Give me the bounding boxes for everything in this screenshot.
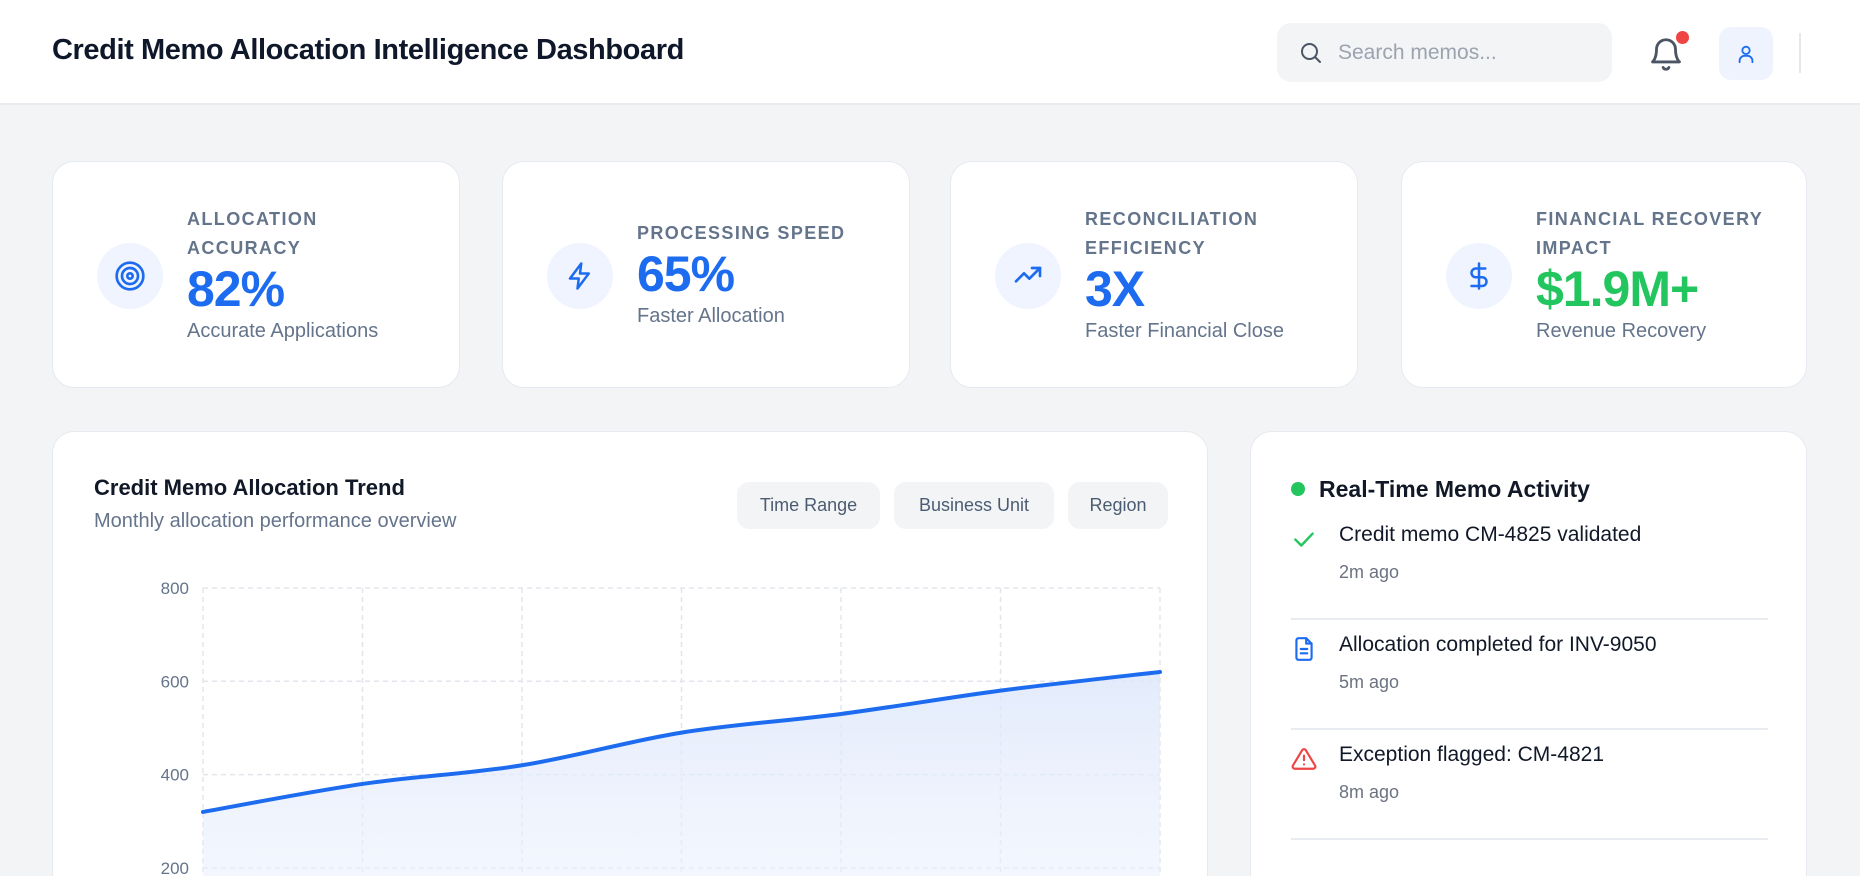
stat-subtext: Faster Financial Close (1085, 319, 1284, 342)
stat-label: Allocation Accuracy (187, 208, 318, 258)
stat-label: Reconciliation Efficiency (1085, 208, 1259, 258)
y-axis-labels: 800 600 400 200 (161, 579, 189, 876)
stat-icon-wrap (547, 243, 613, 309)
activity-title: Real-Time Memo Activity (1319, 476, 1590, 502)
search-box[interactable] (1277, 23, 1612, 82)
top-header: Credit Memo Allocation Intelligence Dash… (0, 0, 1860, 105)
stat-card-reconciliation-efficiency: Reconciliation Efficiency 3X Faster Fina… (950, 161, 1358, 388)
search-input[interactable] (1338, 23, 1598, 82)
activity-text: Credit memo CM-4825 validated (1339, 523, 1642, 546)
bell-icon[interactable] (1647, 33, 1685, 75)
target-icon (115, 261, 145, 291)
user-icon (1738, 45, 1754, 63)
stat-value: 65% (637, 246, 735, 302)
stat-card-processing-speed: Processing Speed 65% Faster Allocation (502, 161, 910, 388)
filter-business-unit-button[interactable]: Business Unit (894, 482, 1054, 529)
stat-subtext: Faster Allocation (637, 305, 785, 327)
activity-text: Exception flagged: CM-4821 (1339, 743, 1604, 766)
stat-subtext: Revenue Recovery (1536, 319, 1707, 342)
svg-text:200: 200 (161, 859, 189, 876)
activity-item[interactable]: Exception flagged: CM-4821 8m ago (1291, 730, 1768, 840)
stat-value: 82% (187, 260, 285, 317)
chart-subtitle: Monthly allocation performance overview (94, 510, 457, 532)
stat-card-allocation-accuracy: Allocation Accuracy 82% Accurate Applica… (52, 161, 460, 388)
live-indicator-dot (1291, 482, 1305, 496)
dollar-icon (1470, 262, 1488, 290)
trending-up-icon (1014, 266, 1042, 283)
stat-subtext: Accurate Applications (187, 319, 379, 342)
chart-area-fill (203, 671, 1160, 876)
lightning-icon (568, 262, 590, 290)
stat-icon-wrap (995, 243, 1061, 309)
document-icon (1295, 637, 1313, 661)
svg-text:600: 600 (161, 672, 189, 691)
warning-icon (1291, 748, 1317, 770)
chart-title: Credit Memo Allocation Trend (94, 475, 405, 500)
page-title: Credit Memo Allocation Intelligence Dash… (52, 34, 684, 66)
svg-text:400: 400 (161, 766, 189, 785)
activity-time: 8m ago (1339, 782, 1400, 802)
chart-series-line (201, 669, 1162, 814)
stat-card-financial-recovery: Financial Recovery Impact $1.9M+ Revenue… (1401, 161, 1807, 388)
allocation-trend-chart: 800 600 400 200 (161, 579, 1162, 876)
header-divider (1799, 33, 1801, 73)
activity-panel: Real-Time Memo Activity Credit memo CM-4… (1250, 431, 1807, 876)
user-avatar-button[interactable] (1719, 27, 1773, 80)
activity-time: 2m ago (1339, 562, 1400, 582)
stat-value: 3X (1085, 260, 1145, 317)
stat-icon-wrap (97, 243, 163, 309)
check-icon (1294, 532, 1314, 547)
activity-item[interactable]: Credit memo CM-4825 validated 2m ago (1291, 510, 1768, 620)
stat-label: Financial Recovery Impact (1536, 208, 1763, 258)
svg-text:800: 800 (161, 579, 189, 598)
search-icon (1301, 43, 1321, 63)
notification-badge (1676, 31, 1689, 44)
allocation-trend-panel: Credit Memo Allocation Trend Monthly all… (52, 431, 1208, 876)
activity-item[interactable]: Allocation completed for INV-9050 5m ago (1291, 620, 1768, 730)
stat-label: Processing Speed (637, 223, 846, 243)
stat-value: $1.9M+ (1536, 260, 1699, 317)
filter-time-range-button[interactable]: Time Range (737, 482, 880, 529)
filter-region-button[interactable]: Region (1068, 482, 1168, 529)
activity-time: 5m ago (1339, 672, 1400, 692)
activity-text: Allocation completed for INV-9050 (1339, 633, 1657, 656)
stat-icon-wrap (1446, 243, 1512, 309)
